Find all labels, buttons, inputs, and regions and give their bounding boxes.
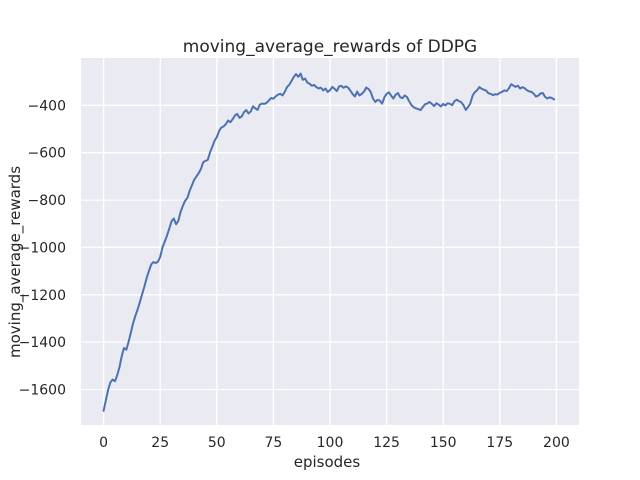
y-tick-label: −800: [28, 193, 66, 209]
plot-layer: [81, 58, 579, 425]
y-tick-label: −1600: [19, 383, 66, 399]
y-tick-label: −1000: [19, 240, 66, 256]
y-axis-label: moving_average_rewards: [6, 166, 25, 358]
x-tick-label: 50: [208, 435, 226, 451]
y-tick-labels: −400 −600 −800 −1000 −1200 −1400 −1600: [19, 98, 66, 398]
x-tick-label: 125: [373, 435, 400, 451]
y-tick-label: −1200: [19, 288, 66, 304]
x-tick-label: 0: [99, 435, 108, 451]
chart-title: moving_average_rewards of DDPG: [183, 37, 477, 57]
x-axis-label: episodes: [294, 453, 361, 471]
series-line-moving_average_rewards: [102, 72, 556, 412]
y-tick-label: −1400: [19, 335, 66, 351]
y-tick-label: −600: [28, 146, 66, 162]
x-tick-labels: 0 25 50 75 100 125 150 175 200: [99, 435, 570, 451]
y-tick-label: −400: [28, 98, 66, 114]
x-tick-label: 200: [543, 435, 570, 451]
x-tick-label: 25: [151, 435, 169, 451]
x-tick-label: 150: [430, 435, 457, 451]
x-tick-label: 100: [317, 435, 344, 451]
x-tick-label: 75: [264, 435, 282, 451]
x-tick-label: 175: [486, 435, 513, 451]
